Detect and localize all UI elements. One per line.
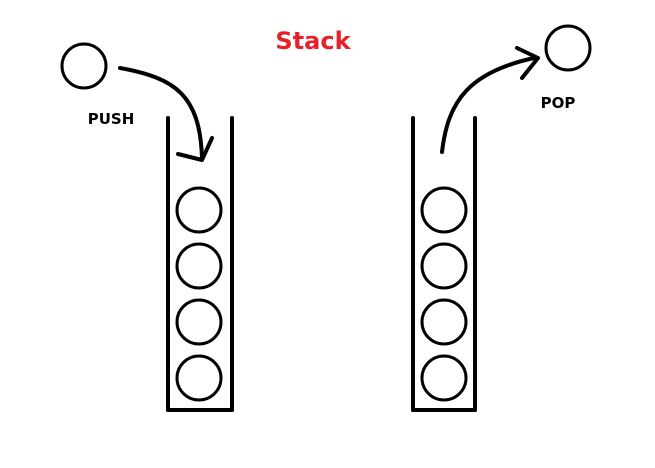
- outgoing-ball: [544, 24, 592, 72]
- push-arrowhead: [176, 136, 214, 162]
- push-arrow: [118, 66, 204, 160]
- pop-stack-ball-1: [420, 354, 468, 402]
- push-stack-ball-2: [175, 298, 223, 346]
- push-stack-container: [166, 116, 234, 412]
- pop-stack-ball-4: [420, 186, 468, 234]
- pop-stack-ball-2: [420, 298, 468, 346]
- pop-stack-ball-3: [420, 242, 468, 290]
- push-stack-balls: [175, 186, 223, 402]
- push-stack-ball-1: [175, 354, 223, 402]
- pop-arrowhead: [515, 46, 540, 80]
- diagram-title: Stack: [275, 27, 351, 55]
- pop-stack-container: [411, 116, 477, 412]
- pop-stack-balls: [420, 186, 468, 402]
- pop-arrow: [440, 56, 536, 154]
- push-stack-ball-4: [175, 186, 223, 234]
- push-stack-ball-3: [175, 242, 223, 290]
- pop-label: POP: [541, 94, 576, 112]
- incoming-ball: [60, 42, 108, 90]
- push-label: PUSH: [88, 110, 135, 128]
